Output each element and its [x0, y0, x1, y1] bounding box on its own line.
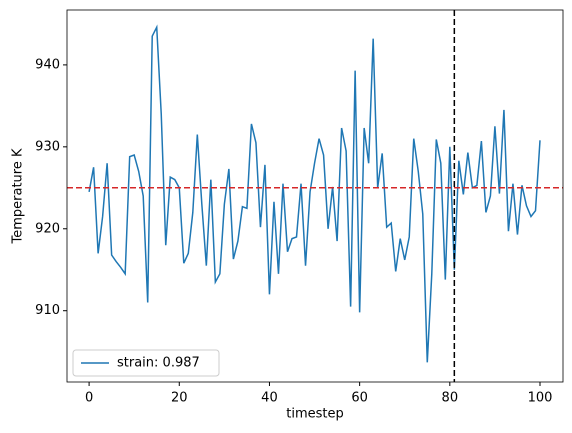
y-tick-label: 940	[35, 57, 60, 72]
x-axis-label: timestep	[286, 407, 344, 422]
x-tick-label: 40	[261, 391, 278, 406]
x-tick-label: 20	[171, 391, 188, 406]
y-tick-label: 920	[35, 221, 60, 236]
series-line	[88, 24, 541, 363]
legend-box	[72, 349, 220, 377]
legend-label: strain: 0.987	[117, 356, 200, 371]
y-tick-label: 910	[35, 303, 60, 318]
x-tick-label: 100	[528, 391, 553, 406]
y-axis-label: Temperature K	[11, 148, 26, 244]
x-tick-label: 80	[442, 391, 459, 406]
plot-frame	[66, 9, 564, 383]
x-tick-label: 60	[351, 391, 368, 406]
x-tick-label: 0	[85, 391, 93, 406]
y-tick-label: 930	[35, 139, 60, 154]
